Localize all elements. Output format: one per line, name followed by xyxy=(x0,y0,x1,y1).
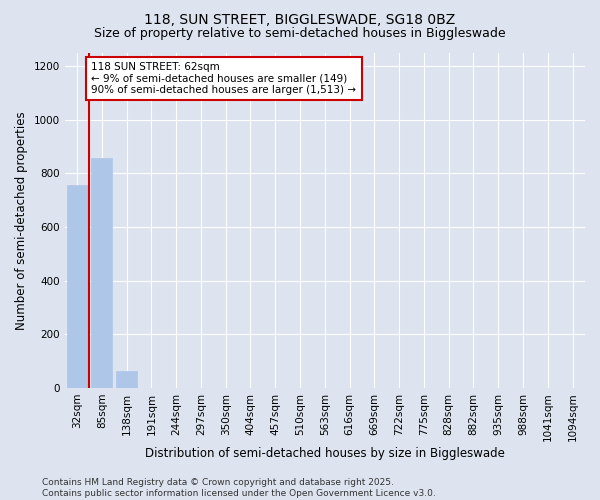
Text: Size of property relative to semi-detached houses in Biggleswade: Size of property relative to semi-detach… xyxy=(94,28,506,40)
Text: 118 SUN STREET: 62sqm
← 9% of semi-detached houses are smaller (149)
90% of semi: 118 SUN STREET: 62sqm ← 9% of semi-detac… xyxy=(91,62,356,95)
Text: Contains HM Land Registry data © Crown copyright and database right 2025.
Contai: Contains HM Land Registry data © Crown c… xyxy=(42,478,436,498)
Y-axis label: Number of semi-detached properties: Number of semi-detached properties xyxy=(15,111,28,330)
Text: 118, SUN STREET, BIGGLESWADE, SG18 0BZ: 118, SUN STREET, BIGGLESWADE, SG18 0BZ xyxy=(145,12,455,26)
Bar xyxy=(116,372,137,388)
Bar xyxy=(67,186,88,388)
X-axis label: Distribution of semi-detached houses by size in Biggleswade: Distribution of semi-detached houses by … xyxy=(145,447,505,460)
Bar xyxy=(91,158,112,388)
